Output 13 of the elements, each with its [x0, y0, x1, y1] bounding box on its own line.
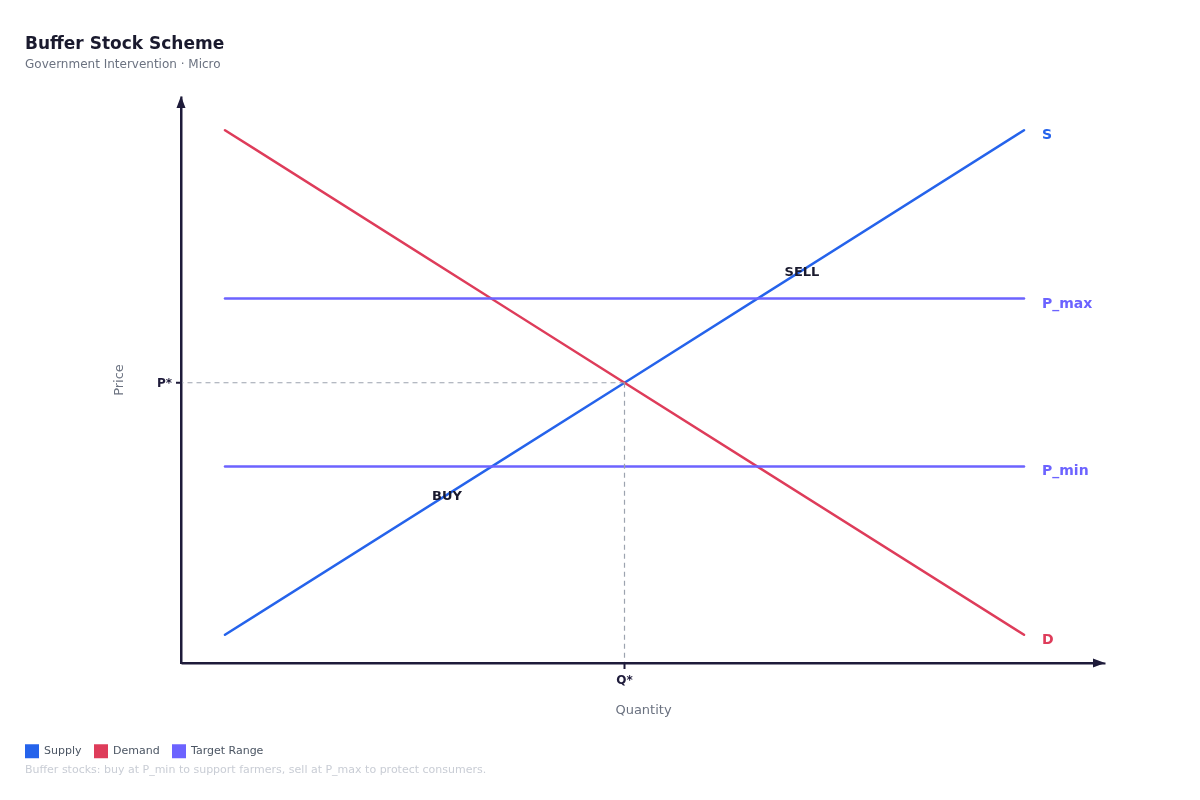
- annotation: P_min: [1042, 462, 1089, 480]
- chart-subtitle: Government Intervention · Micro: [25, 57, 221, 71]
- annotation: S: [1042, 126, 1053, 143]
- y-axis-title: Price: [110, 364, 126, 396]
- x-axis-title: Quantity: [615, 701, 672, 717]
- annotation: P_max: [1042, 294, 1093, 312]
- legend-label: Target Range: [190, 744, 264, 758]
- text: Q*: [616, 673, 633, 687]
- legend-label: Demand: [113, 744, 160, 758]
- legend-label: Supply: [44, 744, 82, 758]
- annotation: D: [1042, 630, 1054, 647]
- chart-title: Buffer Stock Scheme: [25, 33, 225, 53]
- ref-line-label: P*: [156, 375, 173, 390]
